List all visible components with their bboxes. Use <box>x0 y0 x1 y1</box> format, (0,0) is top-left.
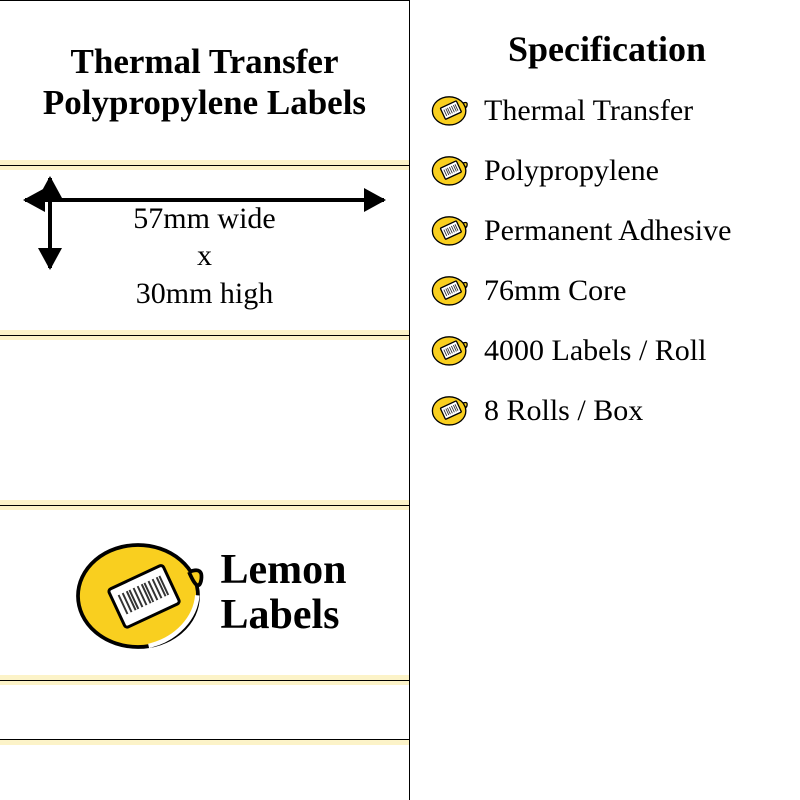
spec-heading: Specification <box>428 28 786 70</box>
product-title: Thermal Transfer Polypropylene Labels <box>14 42 395 123</box>
spec-list: Thermal Transfer Polypropylene Permanent… <box>428 88 786 432</box>
spec-item: 76mm Core <box>428 268 786 312</box>
lemon-bullet-icon <box>428 328 472 372</box>
height-arrow-icon <box>48 178 52 268</box>
dims-join: x <box>133 237 276 275</box>
dimensions-text: 57mm wide x 30mm high <box>133 200 276 313</box>
lemon-bullet-icon <box>428 208 472 252</box>
spec-text: Polypropylene <box>484 154 786 187</box>
bottom-blank-label <box>0 680 409 740</box>
spec-text: 8 Rolls / Box <box>484 394 786 427</box>
spec-item: 4000 Labels / Roll <box>428 328 786 372</box>
lemon-bullet-icon <box>428 268 472 312</box>
spec-text: 76mm Core <box>484 274 786 307</box>
label-column: Thermal Transfer Polypropylene Labels 57… <box>0 0 410 800</box>
lemon-bullet-icon <box>428 148 472 192</box>
brand-name: Lemon Labels <box>221 548 347 636</box>
brand-line1: Lemon <box>221 548 347 592</box>
title-label: Thermal Transfer Polypropylene Labels <box>0 0 409 165</box>
width-arrow-icon <box>25 198 384 202</box>
width-value: 57mm wide <box>133 200 276 238</box>
height-value: 30mm high <box>133 275 276 313</box>
spec-text: Permanent Adhesive <box>484 214 786 247</box>
spec-item: Thermal Transfer <box>428 88 786 132</box>
spec-item: Permanent Adhesive <box>428 208 786 252</box>
lemon-logo-icon <box>63 518 213 668</box>
spec-item: 8 Rolls / Box <box>428 388 786 432</box>
spec-text: Thermal Transfer <box>484 94 786 127</box>
brand-label: Lemon Labels <box>0 505 409 680</box>
specification-panel: Specification Thermal Transfer Polypropy… <box>410 0 800 800</box>
blank-label <box>0 335 409 505</box>
lemon-bullet-icon <box>428 388 472 432</box>
spec-item: Polypropylene <box>428 148 786 192</box>
lemon-bullet-icon <box>428 88 472 132</box>
brand-line2: Labels <box>221 593 347 637</box>
spec-text: 4000 Labels / Roll <box>484 334 786 367</box>
dimensions-label: 57mm wide x 30mm high <box>0 165 409 335</box>
